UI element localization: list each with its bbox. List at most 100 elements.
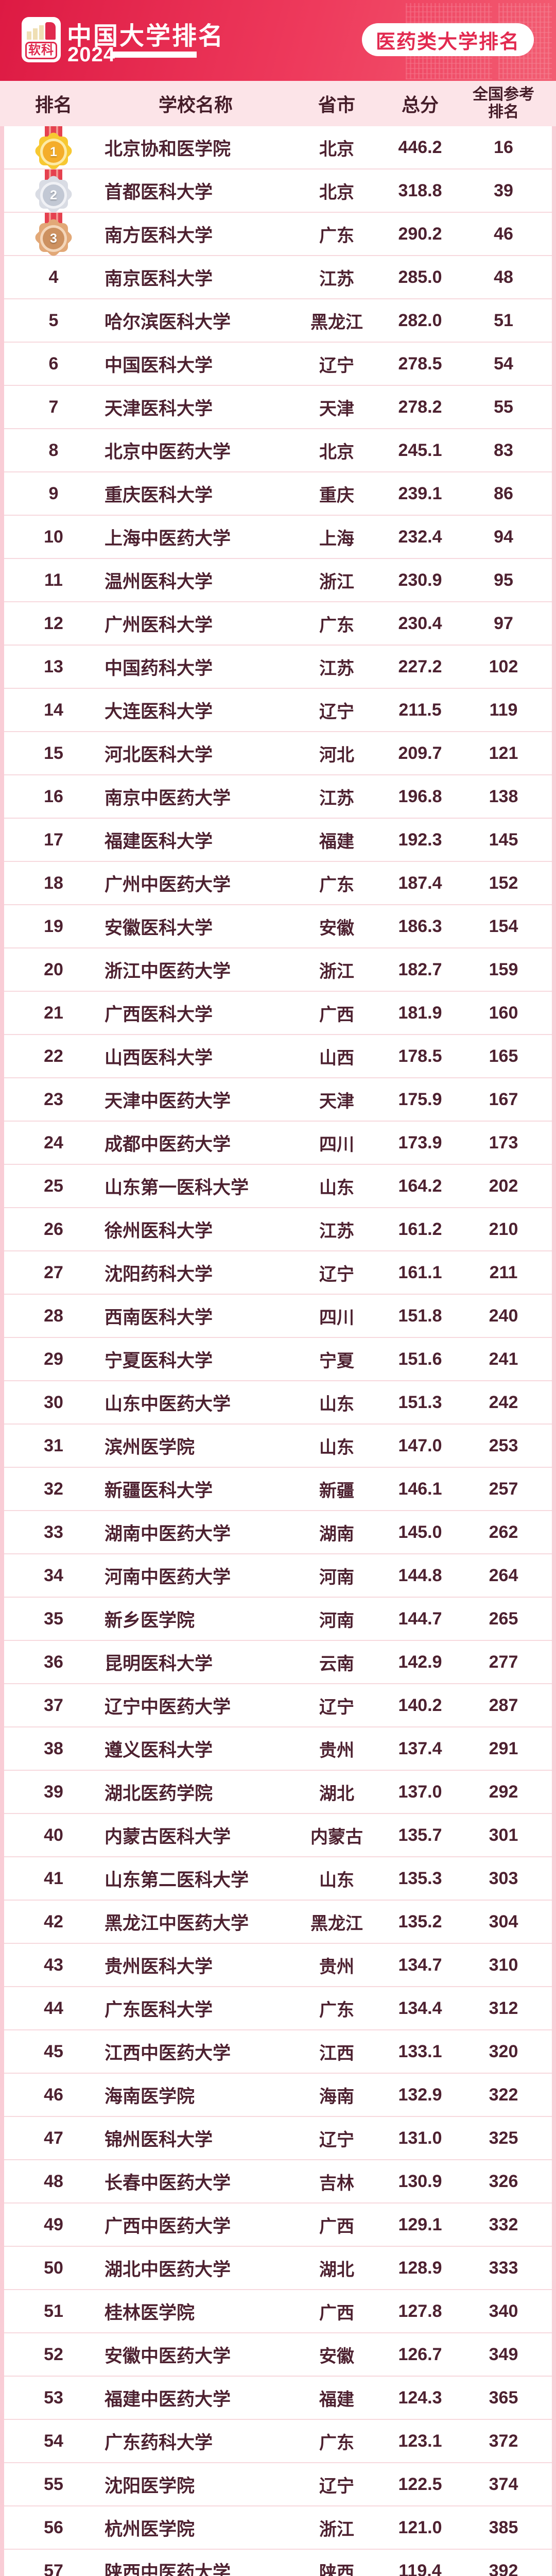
school-name: 山东第二医科大学 — [105, 1870, 249, 1890]
rank-cell: 46 — [44, 2084, 63, 2105]
school-name: 湖南中医药大学 — [105, 1523, 231, 1544]
school-name: 成都中医药大学 — [105, 1134, 231, 1155]
province-cell: 新疆 — [319, 1481, 354, 1501]
rank-cell: 10 — [44, 527, 63, 547]
rank-cell: 57 — [44, 2561, 63, 2576]
province-cell: 天津 — [319, 399, 354, 419]
school-name: 黑龙江中医药大学 — [105, 1913, 249, 1934]
score-cell: 122.5 — [398, 2474, 442, 2494]
logo-text: 软科 — [25, 42, 57, 59]
national-rank-cell: 241 — [489, 1349, 518, 1369]
school-name: 山东中医药大学 — [105, 1394, 231, 1414]
province-cell: 贵州 — [319, 1740, 354, 1760]
rank-cell: 21 — [44, 1003, 63, 1023]
table-row: 44 广东医科大学 广东 134.4 312 — [4, 1987, 552, 2030]
province-cell: 辽宁 — [319, 1264, 354, 1284]
rank-cell: 37 — [44, 1695, 63, 1715]
rank-cell: 38 — [44, 1738, 63, 1758]
province-cell: 江苏 — [319, 269, 354, 289]
logo-barchart-icon — [27, 21, 56, 40]
category-badge: 医药类大学排名 — [362, 23, 534, 56]
national-rank-cell: 312 — [489, 1998, 518, 2018]
province-cell: 内蒙古 — [310, 1827, 363, 1847]
score-cell: 151.3 — [398, 1392, 442, 1412]
rank-cell: 13 — [44, 656, 63, 676]
score-cell: 140.2 — [398, 1695, 442, 1715]
school-name: 昆明医科大学 — [105, 1653, 213, 1674]
score-cell: 128.9 — [398, 2258, 442, 2278]
national-rank-cell: 242 — [489, 1392, 518, 1412]
rank-cell: 32 — [44, 1479, 63, 1499]
rank-cell: 48 — [44, 2171, 63, 2191]
score-cell: 135.7 — [398, 1825, 442, 1845]
rank-cell: 50 — [44, 2258, 63, 2278]
national-rank-cell: 287 — [489, 1695, 518, 1715]
score-cell: 121.0 — [398, 2517, 442, 2537]
school-name: 长春中医药大学 — [105, 2173, 231, 2193]
rank-cell: 31 — [44, 1435, 63, 1455]
school-name: 江西中医药大学 — [105, 2043, 231, 2063]
national-rank-cell: 291 — [489, 1738, 518, 1758]
table-row: 56 杭州医学院 浙江 121.0 385 — [4, 2506, 552, 2550]
national-rank-cell: 385 — [489, 2517, 518, 2537]
rank-cell: 54 — [44, 2431, 63, 2451]
score-cell: 446.2 — [398, 137, 442, 157]
school-name: 中国药科大学 — [105, 658, 213, 679]
school-name: 上海中医药大学 — [105, 528, 231, 549]
province-cell: 江苏 — [319, 788, 354, 808]
score-cell: 196.8 — [398, 786, 442, 806]
score-cell: 151.8 — [398, 1306, 442, 1326]
province-cell: 河北 — [319, 745, 354, 765]
province-cell: 山东 — [319, 1870, 354, 1890]
national-rank-cell: 264 — [489, 1565, 518, 1585]
table-row: 49 广西中医药大学 广西 129.1 332 — [4, 2204, 552, 2247]
score-cell: 239.1 — [398, 483, 442, 503]
score-cell: 278.2 — [398, 397, 442, 417]
table-header: 排名 学校名称 省市 总分 全国参考 排名 — [0, 81, 556, 126]
national-rank-cell: 374 — [489, 2474, 518, 2494]
table-row: 22 山西医科大学 山西 178.5 165 — [4, 1035, 552, 1078]
score-cell: 164.2 — [398, 1176, 442, 1196]
table-row: 51 桂林医学院 广西 127.8 340 — [4, 2290, 552, 2333]
school-name: 西南医科大学 — [105, 1307, 213, 1328]
rank-cell: 30 — [44, 1392, 63, 1412]
table-row: 17 福建医科大学 福建 192.3 145 — [4, 819, 552, 862]
score-cell: 135.3 — [398, 1868, 442, 1888]
province-cell: 浙江 — [319, 572, 354, 592]
school-name: 大连医科大学 — [105, 701, 213, 722]
table-row: 11 温州医科大学 浙江 230.9 95 — [4, 559, 552, 602]
school-name: 新乡医学院 — [105, 1610, 195, 1631]
banner: 软科 中国大学排名 2024 医药类大学排名 — [0, 0, 556, 81]
national-rank-cell: 257 — [489, 1479, 518, 1499]
province-cell: 广东 — [319, 226, 354, 246]
province-cell: 湖北 — [319, 2260, 354, 2280]
school-name: 内蒙古医科大学 — [105, 1826, 231, 1847]
rank-cell: 7 — [48, 397, 59, 417]
national-rank-cell: 138 — [489, 786, 518, 806]
national-rank-cell: 39 — [494, 180, 513, 200]
rank-cell: 11 — [44, 570, 63, 590]
national-rank-cell: 240 — [489, 1306, 518, 1326]
province-cell: 北京 — [319, 442, 354, 462]
province-cell: 宁夏 — [319, 1351, 354, 1371]
score-cell: 142.9 — [398, 1652, 442, 1672]
rank-cell: 40 — [44, 1825, 63, 1845]
school-name: 浙江中医药大学 — [105, 961, 231, 981]
national-rank-cell: 326 — [489, 2171, 518, 2191]
province-cell: 山西 — [319, 1048, 354, 1068]
table-row: 15 河北医科大学 河北 209.7 121 — [4, 732, 552, 775]
school-name: 滨州医学院 — [105, 1437, 195, 1458]
school-name: 广西医科大学 — [105, 1004, 213, 1025]
col-header-province: 省市 — [318, 94, 355, 115]
national-rank-cell: 277 — [489, 1652, 518, 1672]
rank-cell: 33 — [44, 1522, 63, 1542]
school-name: 遵义医科大学 — [105, 1740, 213, 1760]
score-cell: 134.7 — [398, 1955, 442, 1975]
rank-cell: 29 — [44, 1349, 63, 1369]
school-name: 温州医科大学 — [105, 571, 213, 592]
score-cell: 232.4 — [398, 527, 442, 547]
score-cell: 192.3 — [398, 829, 442, 850]
table-row: 8 北京中医药大学 北京 245.1 83 — [4, 429, 552, 472]
province-cell: 天津 — [319, 1091, 354, 1111]
score-cell: 211.5 — [398, 700, 442, 720]
